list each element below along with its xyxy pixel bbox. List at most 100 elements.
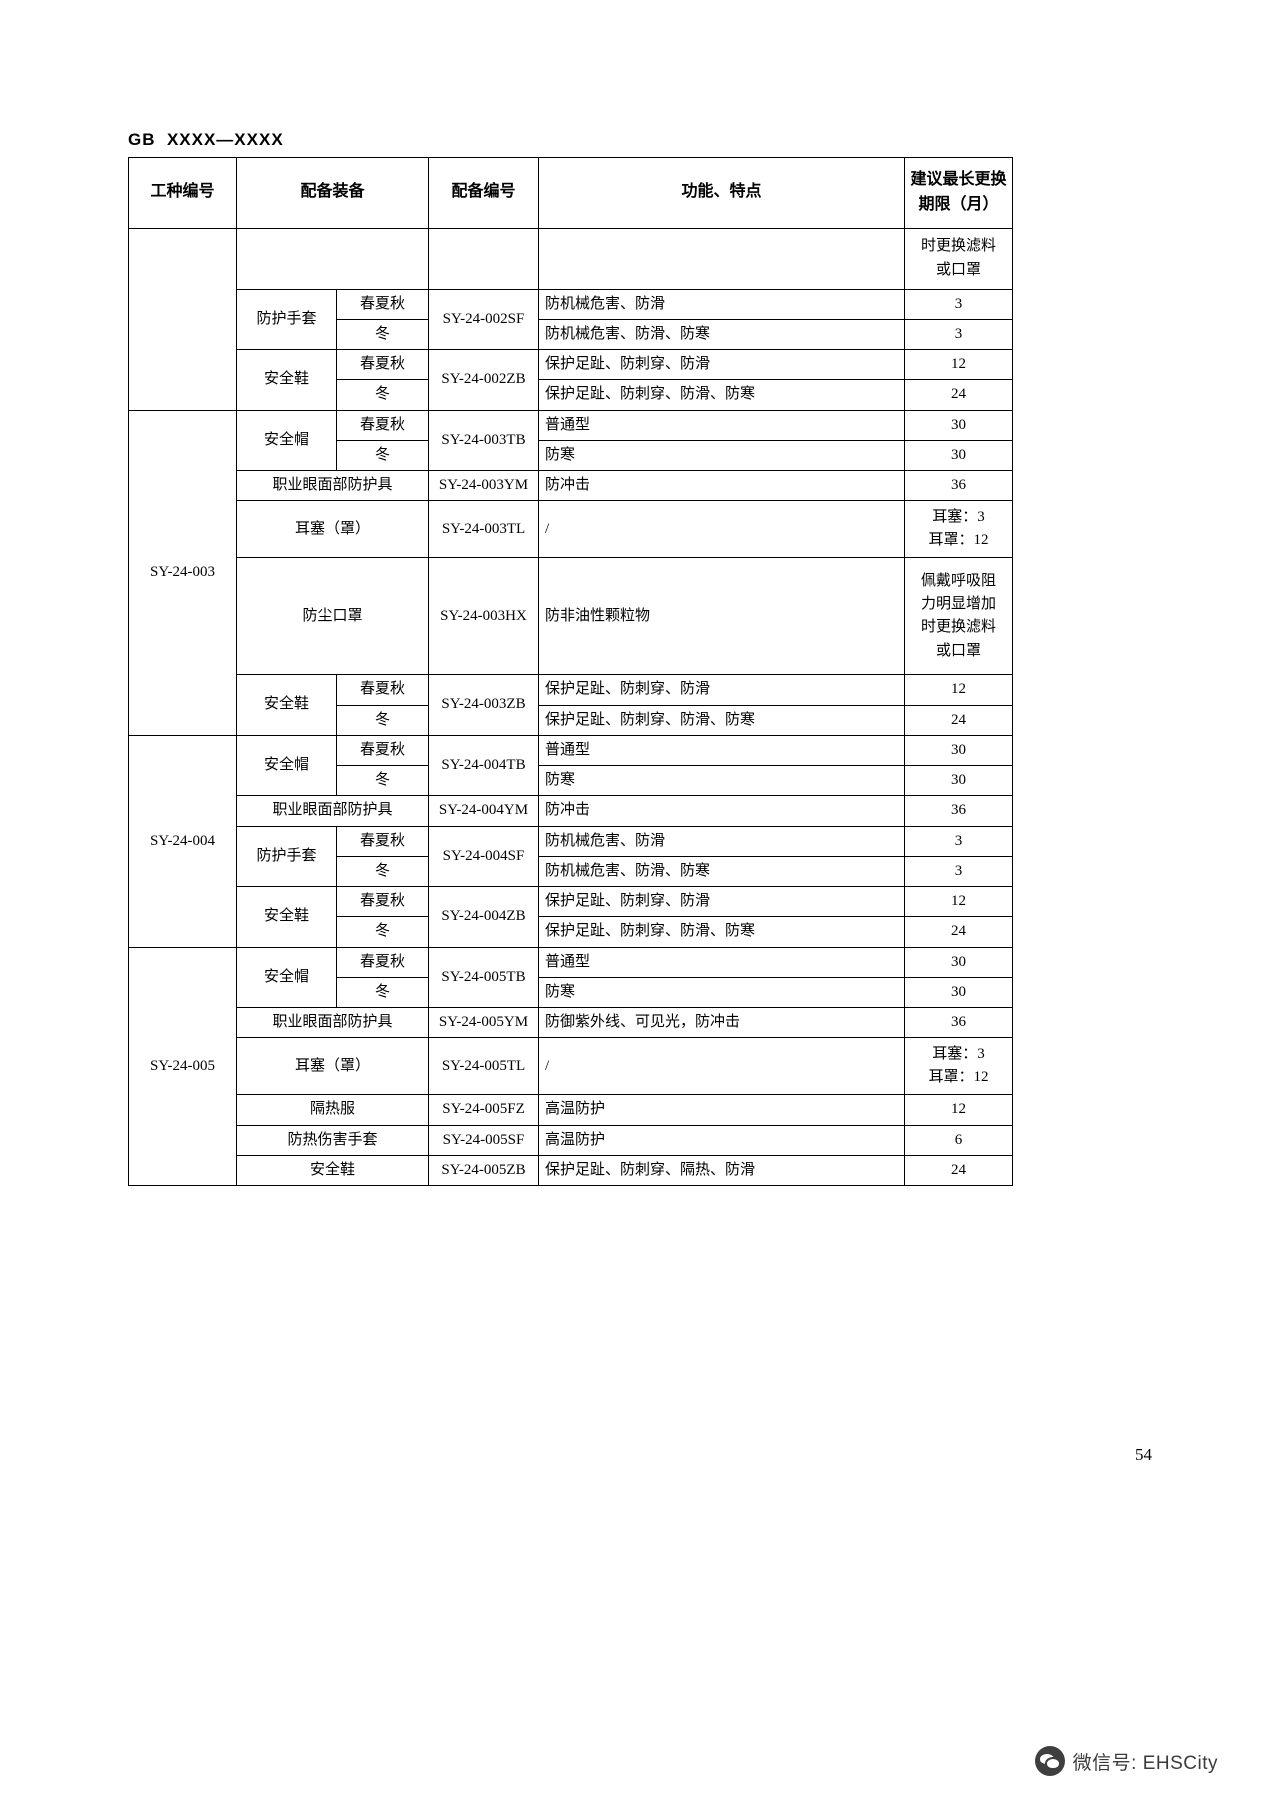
header-max-period: 建议最长更换期限（月）: [904, 157, 1014, 229]
cell-equipment: 安全帽: [236, 946, 337, 1009]
cell-function: 防机械危害、防滑: [538, 825, 906, 857]
wechat-icon: [1034, 1746, 1065, 1776]
cell-period: 36: [904, 1007, 1014, 1039]
cell-season: 冬: [335, 976, 430, 1009]
cell-equipment-code: SY-24-002SF: [428, 288, 540, 351]
cell-equipment: 防尘口罩: [235, 557, 430, 676]
cell-function: 保护足趾、防刺穿、防滑、防寒: [538, 704, 906, 736]
cell-period: 36: [904, 795, 1014, 827]
cell-equipment-code: SY-24-005YM: [428, 1007, 540, 1039]
cell-period: 24: [904, 1154, 1014, 1187]
cell-function: 防机械危害、防滑、防寒: [538, 318, 906, 351]
cell-season: 春夏秋: [335, 409, 430, 441]
cell-period: 24: [904, 704, 1014, 736]
cell-equipment-code: SY-24-005SF: [428, 1124, 540, 1156]
cell-function: 高温防护: [538, 1124, 906, 1156]
cell-function: 防御紫外线、可见光，防冲击: [538, 1007, 906, 1039]
cell-function: 防寒: [538, 976, 906, 1009]
cell-period: 24: [904, 379, 1014, 411]
cell-equipment-code: SY-24-005TB: [428, 946, 540, 1009]
table-row: 安全鞋 SY-24-005ZB 保护足趾、防刺穿、隔热、防滑 24: [129, 1154, 1014, 1187]
cell-job-code: SY-24-005: [128, 946, 237, 1187]
header-job-code: 工种编号: [128, 157, 237, 229]
table-row: 冬 防机械危害、防滑、防寒 3: [129, 855, 1014, 888]
cell-period: 12: [904, 674, 1014, 706]
wechat-label: 微信号: EHSCity: [1072, 1752, 1218, 1774]
cell-equipment: 防护手套: [236, 288, 337, 351]
cell-equipment: 隔热服: [235, 1094, 430, 1126]
cell-equipment-code: SY-24-004TB: [428, 734, 540, 797]
cell-equipment: 安全鞋: [236, 674, 337, 736]
cell-function: 普通型: [538, 946, 906, 978]
table-row: 职业眼面部防护具 SY-24-003YM 防冲击 36: [129, 470, 1014, 502]
table-row: SY-24-003 安全帽 春夏秋 SY-24-003TB 普通型 30: [128, 409, 1014, 736]
table-row: 冬 防寒 30: [129, 439, 1014, 472]
table-row: 职业眼面部防护具 SY-24-005YM 防御紫外线、可见光，防冲击 36: [129, 1007, 1014, 1039]
cell-function: 普通型: [538, 734, 906, 767]
cell-period: 36: [904, 470, 1014, 502]
cell-equipment: 安全鞋: [236, 886, 337, 948]
cell-function: /: [538, 1037, 906, 1096]
cell-job-code: [128, 227, 237, 411]
cell-period: 24: [904, 916, 1014, 948]
cell-season: 春夏秋: [335, 886, 430, 918]
cell-equipment-code: SY-24-005ZB: [428, 1154, 540, 1187]
cell-equipment: 防热伤害手套: [235, 1124, 430, 1156]
cell-function: 防寒: [538, 765, 906, 797]
cell-equipment-code: SY-24-005FZ: [428, 1094, 540, 1126]
cell-equipment: 耳塞（罩）: [235, 500, 430, 559]
cell-equipment: [235, 227, 430, 290]
cell-job-code: SY-24-003: [128, 409, 237, 736]
cell-equipment: 职业眼面部防护具: [235, 470, 430, 502]
cell-equipment-code: SY-24-004SF: [428, 825, 540, 888]
cell-period: 30: [904, 734, 1014, 767]
cell-function: 普通型: [538, 409, 906, 441]
table-row: 安全鞋 春夏秋 SY-24-002ZB 保护足趾、防刺穿、防滑 12: [129, 349, 1014, 411]
cell-equipment-code: SY-24-003YM: [428, 470, 540, 502]
header-equipment: 配备装备: [235, 157, 430, 229]
cell-equipment-code: SY-24-003TL: [428, 500, 540, 559]
table-row: 安全鞋 春夏秋 SY-24-004ZB 保护足趾、防刺穿、防滑 12: [129, 886, 1014, 948]
cell-season: 冬: [335, 916, 430, 948]
cell-function: 防机械危害、防滑: [538, 288, 906, 320]
cell-equipment: 安全帽: [236, 409, 337, 472]
table-row: 时更换滤料 或口罩: [128, 227, 1014, 411]
table-row: 防热伤害手套 SY-24-005SF 高温防护 6: [129, 1124, 1014, 1156]
cell-function: 保护足趾、防刺穿、防滑、防寒: [538, 916, 906, 948]
cell-period: 3: [904, 288, 1014, 320]
cell-function: 防非油性颗粒物: [538, 557, 906, 676]
cell-equipment: 防护手套: [236, 825, 337, 888]
cell-season: 冬: [335, 379, 430, 411]
cell-season: 冬: [335, 855, 430, 888]
cell-season: 春夏秋: [335, 825, 430, 857]
table-row: 冬 防机械危害、防滑、防寒 3: [129, 318, 1014, 351]
table-row: 耳塞（罩） SY-24-003TL / 耳塞：3 耳罩：12: [129, 500, 1014, 559]
ppe-allocation-table: 工种编号 配备装备 配备编号 功能、特点 建议最长更换期限（月） 时更换滤料 或…: [128, 157, 1014, 1187]
cell-equipment: 安全帽: [236, 734, 337, 797]
cell-function: [538, 227, 906, 290]
table-row: 防尘口罩 SY-24-003HX 防非油性颗粒物 佩戴呼吸阻 力明显增加 时更换…: [129, 557, 1014, 676]
cell-equipment-code: SY-24-003HX: [428, 557, 540, 676]
cell-period: 30: [904, 946, 1014, 978]
cell-equipment-code: SY-24-003TB: [428, 409, 540, 472]
cell-function: /: [538, 500, 906, 559]
cell-period: 12: [904, 349, 1014, 381]
table-row: 冬 保护足趾、防刺穿、防滑、防寒 24: [129, 916, 1014, 948]
cell-function: 防冲击: [538, 795, 906, 827]
table-row: 安全鞋 春夏秋 SY-24-003ZB 保护足趾、防刺穿、防滑 12: [129, 674, 1014, 736]
table-row: 耳塞（罩） SY-24-005TL / 耳塞：3 耳罩：12: [129, 1037, 1014, 1096]
cell-equipment-code: SY-24-004YM: [428, 795, 540, 827]
cell-period: 6: [904, 1124, 1014, 1156]
standard-header: GB XXXX—XXXX: [128, 130, 284, 149]
cell-function: 保护足趾、防刺穿、防滑、防寒: [538, 379, 906, 411]
cell-period: 耳塞：3 耳罩：12: [904, 1037, 1014, 1096]
cell-function: 保护足趾、防刺穿、防滑: [538, 886, 906, 918]
page-number: 54: [1135, 1445, 1152, 1464]
cell-function: 高温防护: [538, 1094, 906, 1126]
cell-job-code: SY-24-004: [128, 734, 237, 948]
cell-equipment-code: SY-24-005TL: [428, 1037, 540, 1096]
cell-period: 30: [904, 765, 1014, 797]
cell-season: 冬: [335, 704, 430, 736]
cell-period: 耳塞：3 耳罩：12: [904, 500, 1014, 559]
table-row: 冬 保护足趾、防刺穿、防滑、防寒 24: [129, 379, 1014, 411]
